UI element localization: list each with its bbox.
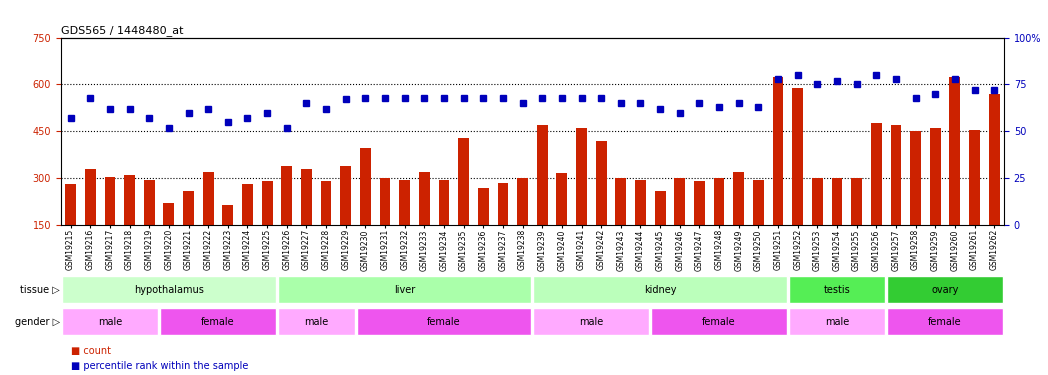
Bar: [301, 169, 312, 225]
Bar: [887, 276, 1003, 303]
Bar: [144, 180, 155, 225]
Text: ■ percentile rank within the sample: ■ percentile rank within the sample: [71, 361, 248, 370]
Bar: [65, 184, 77, 225]
Bar: [356, 308, 531, 335]
Bar: [887, 308, 1003, 335]
Bar: [498, 183, 508, 225]
Bar: [891, 125, 901, 225]
Bar: [379, 178, 391, 225]
Text: female: female: [201, 316, 235, 327]
Text: testis: testis: [824, 285, 850, 295]
Bar: [752, 180, 764, 225]
Bar: [62, 276, 276, 303]
Text: tissue ▷: tissue ▷: [20, 285, 60, 295]
Bar: [341, 166, 351, 225]
Bar: [458, 138, 470, 225]
Bar: [222, 205, 234, 225]
Text: female: female: [929, 316, 962, 327]
Bar: [359, 148, 371, 225]
Text: ■ count: ■ count: [71, 346, 111, 355]
Text: female: female: [428, 316, 461, 327]
Bar: [789, 276, 886, 303]
Bar: [163, 203, 174, 225]
Bar: [595, 141, 607, 225]
Bar: [949, 76, 960, 225]
Bar: [438, 180, 450, 225]
Bar: [202, 172, 214, 225]
Text: female: female: [702, 316, 736, 327]
Bar: [419, 172, 430, 225]
Bar: [576, 128, 587, 225]
Bar: [635, 180, 646, 225]
Bar: [655, 190, 665, 225]
Text: male: male: [304, 316, 328, 327]
Bar: [910, 131, 921, 225]
Text: liver: liver: [394, 285, 415, 295]
Text: male: male: [580, 316, 604, 327]
Bar: [871, 123, 881, 225]
Bar: [321, 181, 331, 225]
Text: ovary: ovary: [932, 285, 959, 295]
Bar: [242, 184, 253, 225]
Bar: [105, 177, 115, 225]
Bar: [694, 181, 705, 225]
Bar: [674, 178, 685, 225]
Text: GDS565 / 1448480_at: GDS565 / 1448480_at: [61, 26, 183, 36]
Bar: [812, 178, 823, 225]
Bar: [714, 178, 724, 225]
Text: gender ▷: gender ▷: [15, 316, 60, 327]
Bar: [183, 190, 194, 225]
Bar: [831, 178, 843, 225]
Text: male: male: [97, 316, 122, 327]
Bar: [969, 130, 980, 225]
Bar: [988, 94, 1000, 225]
Text: male: male: [825, 316, 849, 327]
Bar: [537, 125, 548, 225]
Text: kidney: kidney: [643, 285, 676, 295]
Bar: [792, 87, 803, 225]
Bar: [615, 178, 627, 225]
Bar: [533, 308, 650, 335]
Bar: [517, 178, 528, 225]
Bar: [85, 169, 95, 225]
Bar: [789, 308, 886, 335]
Bar: [930, 128, 941, 225]
Bar: [160, 308, 276, 335]
Bar: [262, 181, 272, 225]
Bar: [478, 188, 488, 225]
Bar: [772, 76, 784, 225]
Bar: [533, 276, 787, 303]
Bar: [651, 308, 787, 335]
Bar: [278, 308, 354, 335]
Bar: [734, 172, 744, 225]
Bar: [281, 166, 292, 225]
Bar: [556, 173, 567, 225]
Bar: [124, 175, 135, 225]
Bar: [278, 276, 531, 303]
Bar: [62, 308, 158, 335]
Bar: [851, 178, 863, 225]
Text: hypothalamus: hypothalamus: [134, 285, 203, 295]
Bar: [399, 180, 410, 225]
